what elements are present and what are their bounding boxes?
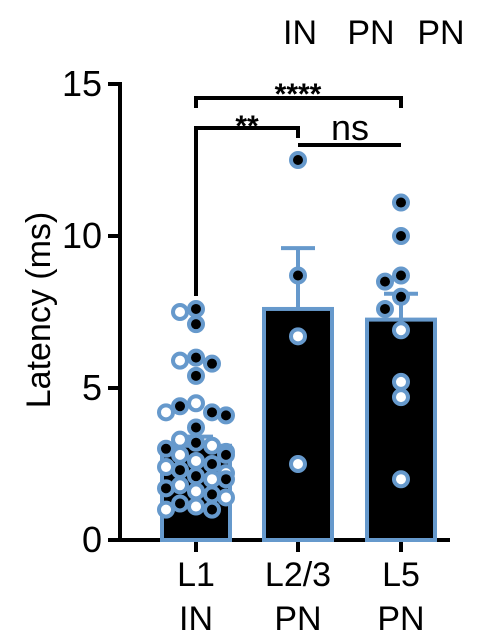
data-point-l1-1 [171,303,189,321]
x-label-l5-line2: PN [377,600,424,638]
comparison-bracket-l1-l5 [194,96,403,108]
data-point-l5-7 [392,372,410,391]
data-point-l1-23 [171,461,189,480]
data-point-l1-27 [217,470,235,489]
data-point-l23-0 [289,151,307,169]
sig-label-l23-l5: ns [331,107,369,148]
data-point-l1-11 [217,406,235,425]
x-label-l1-line1: L1 [177,556,215,594]
data-point-l5-9 [392,470,410,489]
bar-l23 [262,306,334,542]
data-point-l1-16 [157,439,175,458]
data-point-l5-5 [376,299,394,318]
data-point-l1-14 [187,433,205,452]
data-point-l23-1 [289,266,307,285]
data-point-l1-35 [203,500,221,519]
data-point-l1-18 [171,445,189,464]
data-point-l1-2 [187,315,205,334]
data-point-l5-3 [376,272,394,291]
data-point-l1-3 [187,348,205,367]
data-point-l1-28 [171,476,189,495]
data-point-l1-9 [203,403,221,422]
data-point-l23-3 [289,455,307,473]
data-point-l5-8 [392,388,410,407]
data-point-l5-2 [392,266,410,285]
bar-l5 [365,317,437,542]
data-point-l5-1 [392,227,410,245]
x-label-l1-line2: IN [179,600,213,638]
data-point-l1-7 [187,394,205,413]
y-tick-label-10: 10 [62,215,102,256]
data-point-l1-26 [203,470,221,489]
data-point-l5-6 [392,321,410,340]
data-point-l1-5 [203,354,221,373]
comparison-bracket-l1-l23 [194,126,300,296]
data-point-l1-6 [187,366,205,385]
y-axis-title: Latency (ms) [20,212,58,409]
data-point-l1-22 [157,458,175,477]
data-point-l1-4 [171,351,189,370]
y-tick-label-15: 15 [62,63,102,104]
data-point-l1-31 [203,485,221,504]
x-label-l5-line1: L5 [382,556,420,594]
data-point-l1-15 [203,436,221,455]
x-label-l23-line1: L2/3 [265,556,331,594]
data-point-l5-0 [392,193,410,212]
top-label-2: PN [347,14,394,52]
data-point-l1-21 [203,455,221,473]
data-point-l1-34 [187,497,205,516]
data-point-l1-20 [187,451,205,470]
data-point-l1-10 [157,403,175,422]
y-tick-label-5: 5 [82,367,102,408]
data-point-l1-8 [171,397,189,416]
data-point-l1-36 [157,500,175,519]
data-point-l1-32 [217,488,235,507]
y-tick-label-0: 0 [82,519,102,560]
data-point-l1-0 [187,299,205,318]
data-point-l23-2 [289,327,307,346]
top-label-3: PN [417,14,464,52]
data-point-l1-25 [187,467,205,486]
data-point-l1-12 [187,418,205,437]
data-point-l1-33 [171,494,189,513]
top-label-1: IN [283,14,317,52]
data-point-l1-29 [157,479,175,498]
data-point-l1-13 [171,430,189,449]
x-label-l23-line2: PN [274,600,321,638]
data-point-l5-4 [392,287,410,306]
data-point-l1-30 [187,482,205,501]
sig-label-l1-l5: **** [275,78,322,111]
data-point-l1-19 [217,445,235,464]
